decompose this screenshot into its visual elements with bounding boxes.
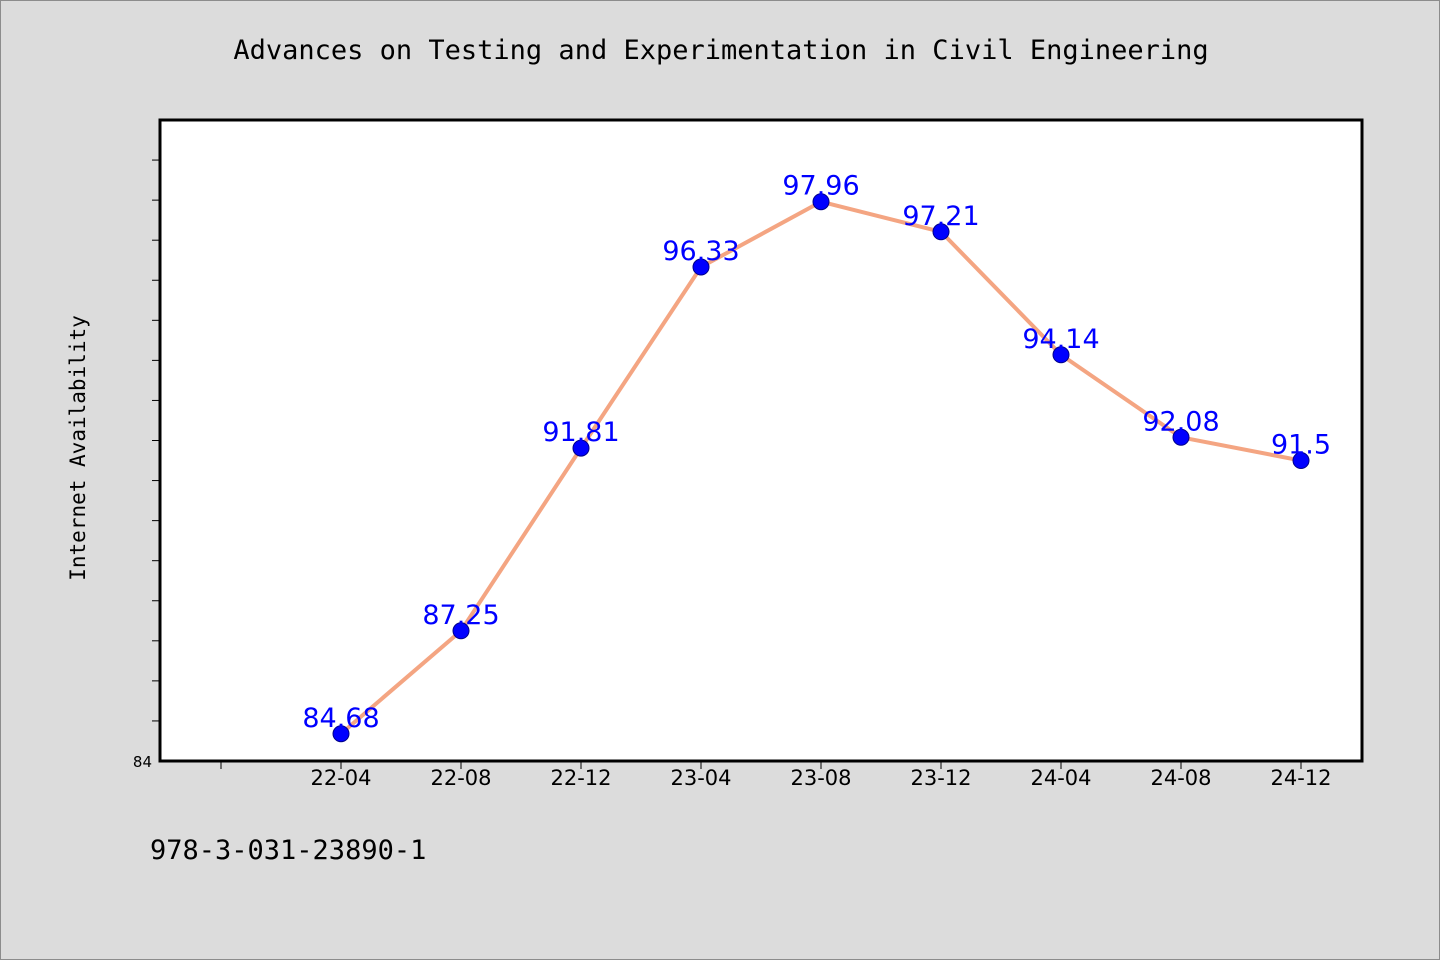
data-point xyxy=(452,622,470,640)
x-tick-label: 22-12 xyxy=(550,766,611,790)
x-tick-label: 24-04 xyxy=(1030,766,1091,790)
isbn-footer: 978-3-031-23890-1 xyxy=(150,835,427,866)
x-tick-label: 23-12 xyxy=(910,766,971,790)
x-tick-label: 23-08 xyxy=(790,766,851,790)
data-point xyxy=(1052,346,1070,364)
x-tick-label: 22-08 xyxy=(430,766,491,790)
x-tick-label: 22-04 xyxy=(310,766,371,790)
data-label: 94.14 xyxy=(1022,324,1099,355)
x-tick-label: 24-08 xyxy=(1150,766,1211,790)
data-point xyxy=(332,725,350,743)
data-label: 84.68 xyxy=(302,703,379,734)
data-label: 87.25 xyxy=(422,600,499,631)
data-label: 97.21 xyxy=(902,201,979,232)
data-label: 97.96 xyxy=(782,171,859,202)
data-point xyxy=(692,258,710,276)
plot-area xyxy=(158,118,1364,763)
chart-title: Advances on Testing and Experimentation … xyxy=(233,35,1209,66)
data-point xyxy=(812,193,830,211)
data-label: 91.81 xyxy=(542,417,619,448)
data-point xyxy=(932,223,950,241)
x-tick-label: 23-04 xyxy=(670,766,731,790)
data-point xyxy=(572,439,590,457)
data-label: 92.08 xyxy=(1142,406,1219,437)
y-tick-label: 84 xyxy=(133,753,152,771)
data-label: 91.5 xyxy=(1271,430,1331,461)
data-label: 96.33 xyxy=(662,236,739,267)
data-point xyxy=(1292,452,1310,470)
data-point xyxy=(1172,428,1190,446)
x-tick-label: 24-12 xyxy=(1270,766,1331,790)
